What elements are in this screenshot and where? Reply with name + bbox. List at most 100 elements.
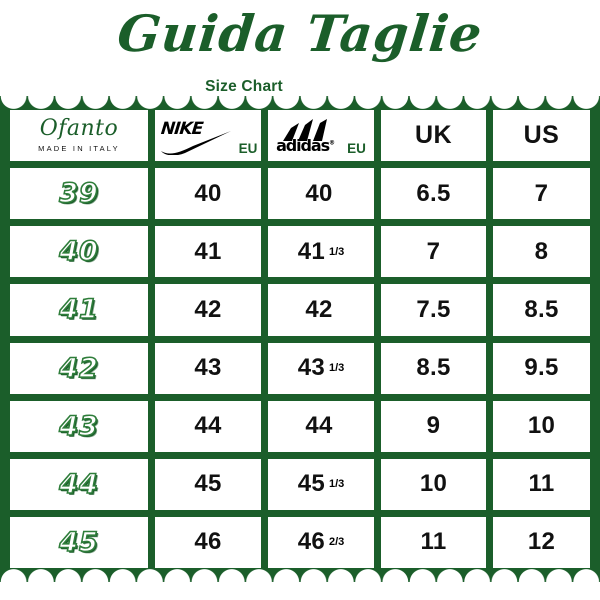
cell-us: 7 [493,168,590,220]
size-value-uk: 9 [426,412,441,440]
cell-adidas: 43 1/3 [268,342,374,394]
table-row: 45 46 46 2/3 11 12 [10,516,590,568]
nike-unit-label: EU [238,141,258,157]
size-fraction-adidas: 1/3 [329,478,345,491]
table-row: 42 43 43 1/3 8.5 9.5 [10,342,590,401]
table-row: 39 40 40 6.5 7 [10,168,590,226]
cell-adidas: 40 [268,168,374,220]
size-value-adidas: 41 [297,237,325,265]
cell-nike: 44 [155,400,261,452]
table-header-row: Ofanto MADE IN ITALY NIKE EU adidas® [10,110,590,168]
cell-adidas: 44 [268,400,374,452]
size-value-us: 7 [534,179,549,207]
size-value-ofanto: 45 [58,526,99,559]
page-title: Guida Taglie [114,4,486,63]
size-value-adidas: 42 [305,295,333,323]
cell-uk: 10 [381,458,486,510]
nike-logo: NIKE [159,119,233,155]
size-value-nike: 42 [194,295,222,323]
size-value-us: 8.5 [524,295,559,323]
cell-ofanto: 42 [10,342,148,394]
column-header-adidas: adidas® EU [268,110,374,162]
table-row: 44 45 45 1/3 10 11 [10,458,590,517]
cell-adidas: 41 1/3 [268,226,374,278]
size-value-adidas: 44 [305,412,333,440]
cell-us: 8 [493,226,590,278]
size-value-nike: 41 [194,237,222,265]
scallop-top-edge [0,96,600,112]
size-value-nike: 46 [194,528,222,556]
size-value-nike: 43 [194,354,222,382]
cell-ofanto: 43 [10,400,148,452]
column-header-nike: NIKE EU [155,110,261,162]
size-value-adidas: 43 [297,354,325,382]
page-subtitle: Size Chart [205,78,283,95]
size-value-adidas: 46 [297,528,325,556]
size-value-ofanto: 41 [58,294,99,327]
column-header-uk-label: UK [414,121,453,150]
size-chart-table: Ofanto MADE IN ITALY NIKE EU adidas® [10,110,590,568]
ofanto-tagline: MADE IN ITALY [38,144,120,154]
cell-uk: 9 [381,400,486,452]
cell-uk: 8.5 [381,342,486,394]
column-header-us: US [493,110,590,162]
cell-us: 12 [493,516,590,568]
nike-swoosh-icon [160,130,231,155]
cell-us: 11 [493,458,590,510]
adidas-wordmark-text: adidas [276,135,330,155]
cell-nike: 43 [155,342,261,394]
size-value-us: 12 [527,528,556,556]
size-value-uk: 7 [426,237,441,265]
cell-us: 8.5 [493,284,590,336]
cell-ofanto: 40 [10,226,148,278]
cell-ofanto: 44 [10,458,148,510]
adidas-registered-mark: ® [329,139,336,147]
size-value-nike: 45 [194,470,222,498]
size-value-adidas: 40 [305,179,333,207]
cell-ofanto: 45 [10,516,148,568]
adidas-logo: adidas® [276,118,342,155]
table-row: 41 42 42 7.5 8.5 [10,284,590,342]
cell-nike: 46 [155,516,261,568]
cell-us: 9.5 [493,342,590,394]
size-value-adidas: 45 [297,470,325,498]
size-value-nike: 44 [194,412,222,440]
table-row: 43 44 44 9 10 [10,400,590,459]
size-value-ofanto: 44 [58,468,99,501]
size-value-uk: 7.5 [416,295,451,323]
size-value-uk: 6.5 [416,179,451,207]
cell-ofanto: 41 [10,284,148,336]
size-value-uk: 10 [419,470,448,498]
cell-uk: 6.5 [381,168,486,220]
cell-adidas: 45 1/3 [268,458,374,510]
cell-adidas: 42 [268,284,374,336]
table-row: 40 41 41 1/3 7 8 [10,226,590,284]
size-fraction-adidas: 2/3 [329,536,345,549]
ofanto-logo-text: Ofanto [39,116,119,142]
cell-nike: 40 [155,168,261,220]
column-header-ofanto: Ofanto MADE IN ITALY [10,110,148,162]
size-value-uk: 11 [420,528,447,556]
size-value-uk: 8.5 [416,354,451,382]
column-header-uk: UK [381,110,486,162]
scallop-bottom-edge [0,566,600,582]
size-value-ofanto: 43 [58,410,99,443]
adidas-wordmark: adidas® [276,136,335,155]
size-value-ofanto: 39 [58,177,99,210]
cell-ofanto: 39 [10,168,148,220]
size-fraction-adidas: 1/3 [329,362,345,375]
cell-nike: 41 [155,226,261,278]
cell-uk: 7.5 [381,284,486,336]
cell-uk: 7 [381,226,486,278]
size-value-nike: 40 [194,179,222,207]
size-value-us: 11 [528,470,555,498]
cell-us: 10 [493,400,590,452]
cell-nike: 45 [155,458,261,510]
adidas-three-bars-icon [283,118,328,141]
column-header-us-label: US [523,121,560,150]
cell-adidas: 46 2/3 [268,516,374,568]
size-value-us: 9.5 [524,354,559,382]
title-area: Guida Taglie Size Chart [0,0,600,96]
cell-uk: 11 [381,516,486,568]
adidas-unit-label: EU [347,141,366,157]
